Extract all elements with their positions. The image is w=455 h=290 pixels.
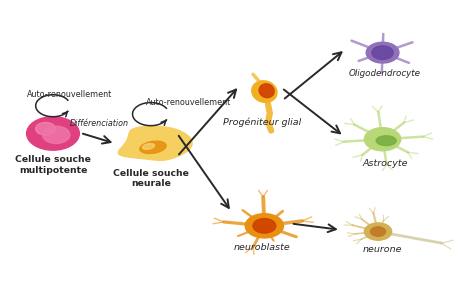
Circle shape [42, 126, 70, 144]
Text: Cellule souche
multipotente: Cellule souche multipotente [15, 155, 91, 175]
Ellipse shape [251, 81, 276, 102]
Text: neurone: neurone [362, 245, 401, 254]
Circle shape [253, 219, 275, 233]
Circle shape [364, 223, 391, 240]
Text: Différenciation: Différenciation [70, 119, 129, 128]
Text: Astrocyte: Astrocyte [361, 160, 407, 168]
Ellipse shape [375, 136, 395, 146]
Text: Oligodendrocyte: Oligodendrocyte [348, 69, 420, 78]
Circle shape [245, 214, 283, 238]
Circle shape [371, 46, 392, 59]
Text: Progéniteur glial: Progéniteur glial [222, 117, 301, 127]
Circle shape [364, 128, 400, 151]
Text: neuroblaste: neuroblaste [233, 242, 290, 251]
Ellipse shape [258, 84, 273, 98]
Text: Cellule souche
neurale: Cellule souche neurale [112, 169, 188, 188]
Ellipse shape [140, 141, 166, 153]
Circle shape [365, 42, 398, 63]
Text: Auto-renouvellement: Auto-renouvellement [26, 90, 111, 99]
Circle shape [35, 122, 56, 135]
Polygon shape [118, 126, 192, 160]
Circle shape [370, 227, 384, 236]
Text: Auto-renouvellement: Auto-renouvellement [146, 98, 231, 107]
Circle shape [26, 117, 79, 150]
Ellipse shape [142, 144, 154, 149]
